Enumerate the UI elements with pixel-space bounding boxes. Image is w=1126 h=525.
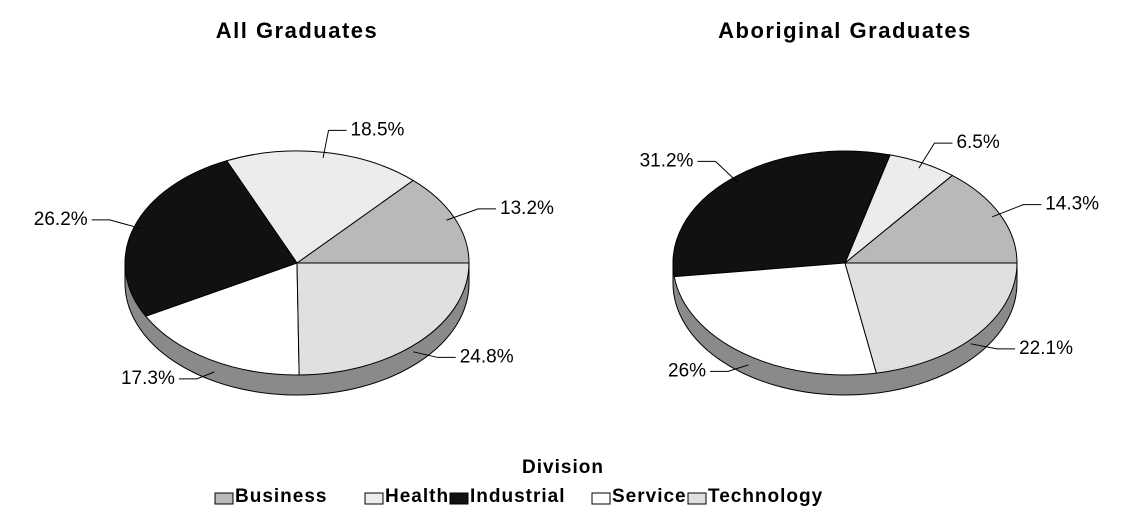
pie-slice	[843, 174, 1018, 264]
pie-slice	[295, 179, 470, 264]
legend-label: Health	[385, 486, 449, 507]
data-label: 6.5%	[956, 132, 999, 153]
leader-line	[413, 351, 456, 358]
leader-line	[178, 371, 215, 380]
pie-slice	[844, 262, 1018, 374]
data-label: 26.2%	[34, 209, 88, 230]
data-label: 31.2%	[640, 150, 694, 171]
leader-line	[710, 364, 749, 372]
pie-slice	[296, 262, 470, 376]
legend-label: Service	[612, 486, 687, 507]
leader-line	[918, 142, 953, 169]
legend-label: Business	[235, 486, 327, 507]
data-label: 18.5%	[351, 119, 405, 140]
leader-line	[322, 129, 347, 159]
leader-line	[697, 160, 739, 183]
leader-line	[970, 343, 1016, 350]
leader-line	[992, 204, 1042, 218]
legend-label: Industrial	[470, 486, 566, 507]
legend-swatch	[364, 492, 384, 505]
legend-swatch	[214, 492, 234, 505]
data-label: 14.3%	[1045, 194, 1099, 215]
legend-swatch	[449, 492, 469, 505]
pie-slice	[673, 262, 878, 376]
leader-line	[91, 219, 143, 230]
data-label: 26%	[668, 360, 706, 381]
chart-title: All Graduates	[216, 18, 379, 43]
data-label: 22.1%	[1019, 338, 1073, 359]
pie-slice	[144, 262, 300, 376]
data-label: 24.8%	[460, 346, 514, 367]
leader-line	[446, 208, 497, 221]
legend-swatch	[591, 492, 611, 505]
legend-swatch	[687, 492, 707, 505]
pie-slice	[672, 150, 891, 278]
data-label: 17.3%	[121, 368, 175, 389]
legend-title: Division	[522, 457, 604, 478]
legend-label: Technology	[708, 486, 823, 507]
data-label: 13.2%	[500, 198, 554, 219]
chart-title: Aboriginal Graduates	[718, 18, 972, 43]
